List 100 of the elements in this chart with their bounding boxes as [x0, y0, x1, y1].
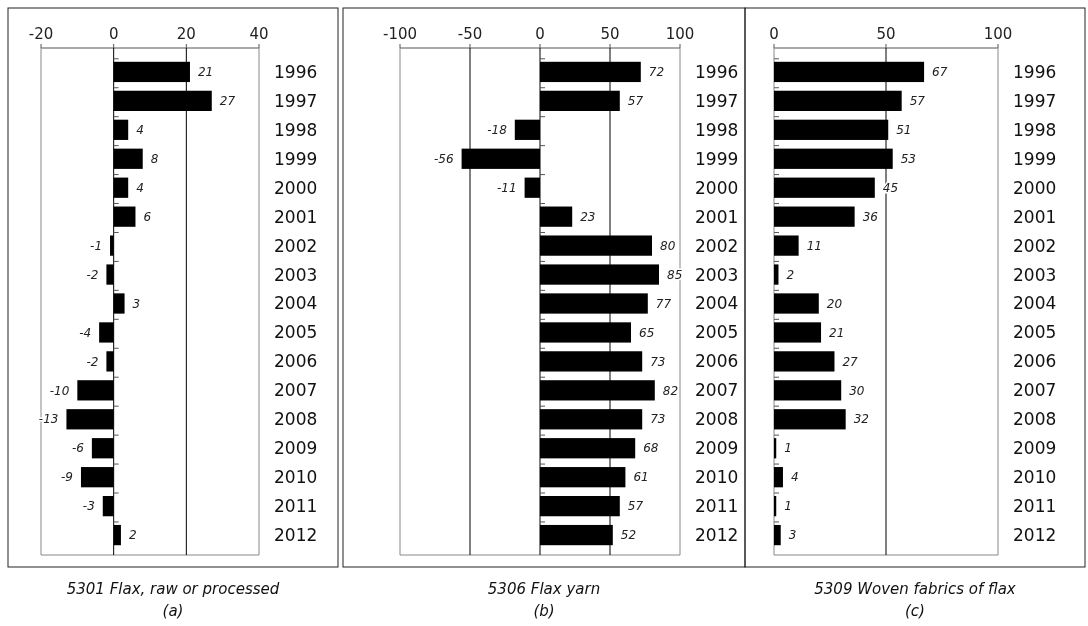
x-tick-label: 0: [535, 25, 545, 43]
data-label: 72: [648, 65, 665, 80]
data-label: 20: [826, 296, 843, 311]
data-label: 36: [862, 209, 879, 224]
data-label: -10: [49, 383, 70, 398]
data-label: -11: [496, 180, 517, 195]
y-tick-label: 2008: [695, 409, 739, 430]
bar: [774, 235, 799, 256]
x-tick-label: -50: [457, 25, 483, 43]
data-label: 67: [932, 65, 948, 80]
y-tick-label: 2004: [1013, 293, 1057, 314]
data-label: 11: [806, 238, 822, 253]
y-tick-label: 2002: [1013, 235, 1057, 256]
bar: [774, 351, 835, 372]
y-tick-label: 2006: [1013, 351, 1057, 372]
data-label: 2: [786, 267, 795, 282]
text: (a): [162, 602, 184, 620]
x-tick-label: 100: [983, 25, 1013, 43]
y-tick-label: 2005: [274, 322, 318, 343]
data-label: 1: [784, 499, 792, 514]
data-label: 53: [900, 151, 916, 166]
bar: [774, 409, 846, 430]
y-tick-label: 2009: [1013, 438, 1057, 459]
data-label: 65: [639, 325, 655, 340]
x-tick-label: 100: [665, 25, 695, 43]
data-label: 30: [849, 383, 865, 398]
y-tick-label: 1999: [695, 148, 739, 169]
y-tick-label: 2010: [1013, 467, 1057, 488]
data-label: 4: [790, 470, 799, 485]
y-tick-label: 2009: [274, 438, 318, 459]
y-tick-label: 2003: [695, 264, 739, 285]
data-label: 21: [829, 325, 845, 340]
data-label: -56: [433, 151, 454, 166]
x-tick-label: 50: [600, 25, 620, 43]
data-label: 73: [650, 354, 666, 369]
data-label: -13: [38, 412, 59, 427]
y-tick-label: 1998: [1013, 119, 1057, 140]
x-tick-label: -20: [28, 25, 54, 43]
text: (c): [905, 602, 925, 620]
data-label: 82: [662, 383, 679, 398]
data-label: 57: [627, 499, 644, 514]
data-label: 6: [143, 209, 152, 224]
data-label: 23: [580, 209, 596, 224]
data-label: 8: [150, 151, 159, 166]
data-label: 2: [128, 528, 137, 543]
data-label: 77: [655, 296, 672, 311]
y-tick-label: 2004: [274, 293, 318, 314]
y-tick-label: 2008: [274, 409, 318, 430]
data-label: -6: [71, 441, 85, 456]
y-tick-label: 2004: [695, 293, 739, 314]
y-tick-label: 2007: [1013, 380, 1057, 401]
bar: [774, 380, 842, 401]
x-tick-label: 20: [176, 25, 196, 43]
y-tick-label: 1999: [1013, 148, 1057, 169]
y-tick-label: 2011: [274, 496, 318, 517]
y-tick-label: 2005: [695, 322, 739, 343]
y-tick-label: 1999: [274, 148, 318, 169]
data-label: -2: [86, 354, 99, 369]
y-tick-label: 2003: [274, 264, 318, 285]
y-tick-label: 2006: [695, 351, 739, 372]
y-tick-label: 2007: [695, 380, 739, 401]
data-label: 32: [853, 412, 869, 427]
data-label: 57: [909, 94, 926, 109]
data-label: -18: [487, 123, 508, 138]
y-tick-label: 2002: [274, 235, 318, 256]
y-tick-label: 2008: [1013, 409, 1057, 430]
y-tick-label: 2011: [695, 496, 739, 517]
y-tick-label: 2010: [274, 467, 318, 488]
y-tick-label: 2010: [695, 467, 739, 488]
bar: [774, 206, 855, 227]
y-tick-label: 2000: [1013, 177, 1057, 198]
data-label: 4: [136, 123, 144, 138]
y-tick-label: 2012: [1013, 525, 1057, 546]
x-tick-label: -100: [382, 25, 418, 43]
data-label: 68: [643, 441, 659, 456]
bar: [774, 322, 822, 343]
y-tick-label: 2001: [1013, 206, 1057, 227]
y-tick-label: 2000: [695, 177, 739, 198]
bar: [774, 264, 779, 285]
y-tick-label: 2000: [274, 177, 318, 198]
y-tick-label: 1997: [1013, 90, 1057, 111]
data-label: 27: [842, 354, 859, 369]
data-label: 61: [633, 470, 649, 485]
y-tick-label: 2001: [695, 206, 739, 227]
data-label: -2: [86, 267, 99, 282]
bar: [774, 177, 875, 198]
data-label: -3: [82, 499, 95, 514]
data-label: 57: [627, 94, 644, 109]
data-label: 80: [660, 238, 676, 253]
text: 5306 Flax yarn: [487, 580, 601, 598]
y-tick-label: 1996: [1013, 61, 1057, 82]
bar: [774, 293, 819, 314]
y-tick-label: 2009: [695, 438, 739, 459]
y-tick-label: 2001: [274, 206, 318, 227]
data-label: 21: [197, 65, 214, 80]
text: 5301 Flax, raw or processed: [66, 580, 280, 598]
data-label: 1: [784, 441, 792, 456]
y-tick-label: 2012: [695, 525, 739, 546]
data-label: -1: [90, 238, 103, 253]
x-tick-label: 40: [249, 25, 269, 43]
